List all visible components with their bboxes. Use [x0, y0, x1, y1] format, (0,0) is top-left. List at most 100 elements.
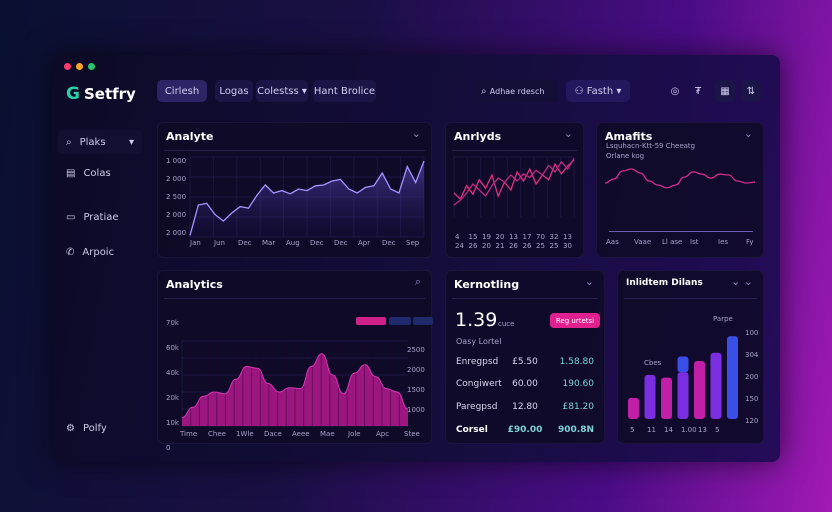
close-window-button[interactable]: [64, 63, 71, 70]
bar-annotation: Cbes: [644, 359, 662, 367]
table-row-total: Corsel £90.00 900.8N: [456, 425, 594, 435]
sidebar-label: Colas: [83, 168, 111, 179]
tick-label: 5: [630, 426, 635, 434]
tick-label: 10k: [166, 419, 179, 427]
tick-label: Chee: [208, 430, 226, 438]
tick-label: 2 000: [166, 211, 187, 219]
filter-icon[interactable]: ₮: [694, 85, 702, 97]
tick-label: 60k: [166, 344, 179, 352]
tick-label: Dace: [264, 430, 282, 438]
sidebar-footer-item[interactable]: ⚙ Polfy: [66, 423, 107, 434]
tick-label: 70: [536, 233, 545, 241]
chart-c4: [181, 340, 409, 427]
tick-label: 2 000: [166, 229, 187, 237]
tab-2-label: Colestss: [257, 85, 299, 97]
tick-label: Ll ase: [662, 238, 683, 246]
series-line: [604, 168, 756, 189]
sliders-icon[interactable]: ⇅: [741, 80, 761, 102]
tab-0[interactable]: Cirlesh: [157, 80, 207, 102]
tick-label: Aas: [606, 238, 619, 246]
series-line: [453, 159, 575, 201]
sidebar-label: Plaks: [79, 136, 106, 148]
bar: [710, 352, 722, 419]
chevron-down-icon[interactable]: ⌄: [563, 127, 573, 140]
bar: [661, 377, 672, 419]
chart-c1: [189, 156, 425, 238]
user-menu[interactable]: ⚇ Fasth ▾: [566, 80, 630, 102]
table-row: Enregpsd £5.50 1.58.80: [456, 357, 594, 367]
tick-label: 26: [522, 242, 532, 250]
kpi-unit: cuce: [498, 320, 515, 328]
tab-3[interactable]: Hant Brolice: [313, 80, 376, 102]
tick-label: 304: [745, 351, 759, 359]
tick-label: Fy: [746, 238, 754, 246]
tick-label: 1000: [407, 406, 425, 414]
chevron-down-icon[interactable]: ⌄: [411, 127, 421, 140]
tick-label: Dec: [334, 239, 348, 247]
tick-label: 40k: [166, 369, 179, 377]
area-fill: [182, 353, 408, 426]
tick-label: 32: [549, 233, 559, 241]
maximize-window-button[interactable]: [88, 63, 95, 70]
bar: [727, 336, 738, 419]
sidebar-item-1[interactable]: ▤ Colas: [66, 168, 111, 179]
tick-label: 1.00: [681, 426, 697, 434]
sidebar-item-3[interactable]: ✆ Arpoic: [66, 247, 114, 258]
sidebar-item-0[interactable]: ⌕ Plaks ▾: [58, 130, 142, 154]
legend-item-0[interactable]: [356, 317, 386, 325]
tick-label: 1 000: [166, 157, 187, 165]
tick-label: Mae: [320, 430, 335, 438]
tick-label: Dec: [310, 239, 324, 247]
tick-label: 25: [536, 242, 545, 250]
app-logo[interactable]: G Setfry: [66, 84, 136, 104]
card-subtitle: Lsquhacn-Ktt-59 Cheeatg: [606, 142, 696, 150]
tick-label: 14: [664, 426, 673, 434]
action-button[interactable]: Reg urtetsi: [550, 313, 600, 328]
chevron-down-icon: ▾: [613, 85, 622, 97]
tick-label: Ist: [690, 238, 699, 246]
chevron-down-icon[interactable]: ⌄: [743, 127, 753, 140]
tick-label: 120: [745, 417, 759, 425]
phone-icon: ✆: [66, 247, 75, 258]
sidebar-label: Polfy: [82, 423, 107, 434]
analytics-card-1: Analyte ⌄ 1 000 2 000 2 500 2 000 2 000 Jan Ju…: [157, 122, 432, 258]
tick-label: 20k: [166, 394, 179, 402]
chevron-down-icon[interactable]: ⌄ ⌄: [731, 275, 753, 288]
search-icon: ⌕: [66, 136, 72, 148]
kpi-table-card: Kernotling ⌄ 1.39 cuce Reg urtetsi Oasy …: [445, 270, 605, 444]
tick-label: 25: [549, 242, 559, 250]
calendar-icon[interactable]: ▦: [715, 80, 735, 102]
tab-1[interactable]: Logas: [215, 80, 253, 102]
legend-item-1[interactable]: [389, 317, 411, 325]
tick-label: 70k: [166, 319, 179, 327]
tick-label: Stee: [404, 430, 420, 438]
tick-label: Jun: [214, 239, 225, 247]
chevron-down-icon[interactable]: ⌄: [584, 275, 594, 288]
search-icon[interactable]: ⌕: [414, 275, 421, 288]
tick-label: Jan: [190, 239, 201, 247]
gear-icon: ⚙: [66, 423, 75, 434]
legend-item-2[interactable]: [413, 317, 433, 325]
card-title: Analytics: [166, 278, 223, 291]
tick-label: 150: [745, 395, 759, 403]
table-row: Paregpsd 12.80 £81.20: [456, 402, 594, 412]
tick-label: Ies: [718, 238, 729, 246]
user-icon: ⚇: [574, 85, 587, 97]
search-input[interactable]: ⌕ Adhae rdesch: [475, 80, 558, 102]
card-subtitle-2: Orlane kog: [606, 152, 645, 160]
bar-chart-card: Inlidtem Dilans ⌄ ⌄ Parpe Cbes 100 304 200…: [617, 270, 764, 444]
tick-label: Time: [180, 430, 198, 438]
card-title: Kernotling: [454, 278, 520, 291]
sidebar-item-2[interactable]: ▭ Pratiae: [66, 212, 119, 223]
tick-label: 2 000: [166, 175, 187, 183]
tick-label: 24: [455, 242, 464, 250]
series-line: [453, 157, 575, 206]
bar: [677, 356, 689, 373]
tick-label: 0: [166, 444, 171, 452]
tick-label: Sep: [406, 239, 420, 247]
tab-2[interactable]: Colestss ▾: [256, 80, 308, 102]
minimize-window-button[interactable]: [76, 63, 83, 70]
bar: [628, 397, 639, 419]
settings-circle-icon[interactable]: ◎: [670, 85, 680, 97]
tick-label: Apc: [376, 430, 390, 438]
